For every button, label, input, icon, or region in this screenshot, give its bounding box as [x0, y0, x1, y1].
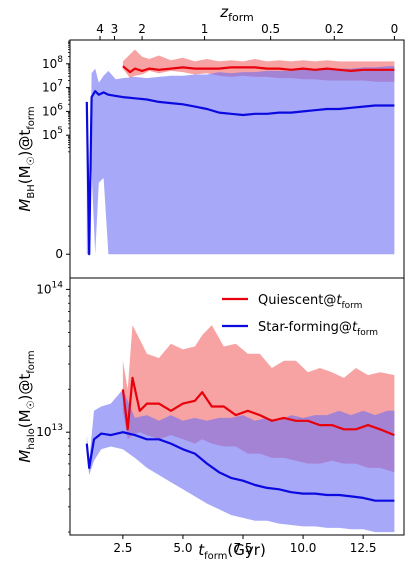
legend-text-t: t	[352, 320, 358, 335]
y-tick-exp: 8	[57, 55, 63, 65]
top-tick-label: 2	[138, 22, 146, 36]
plot-area	[85, 325, 395, 533]
top-tick-label: 3	[111, 22, 119, 36]
top-axis-label-base: z	[219, 3, 229, 21]
quiescent-legend-label: Quiescent@tform	[258, 293, 362, 311]
y-tick-exp: 6	[57, 102, 63, 112]
y-label-mid2: )@t	[16, 374, 34, 401]
x-tick-label: 12.5	[350, 541, 377, 555]
y-label-sub2: form	[26, 350, 37, 373]
x-label-base: t	[198, 541, 205, 559]
y-label-mid: (M	[16, 165, 34, 184]
top-tick-label: 0.2	[325, 22, 344, 36]
y-label-base: M	[16, 450, 34, 463]
top-tick-label: 1	[201, 22, 209, 36]
y-label-mid2: )@t	[16, 130, 34, 157]
legend-text-sub: form	[357, 328, 378, 338]
star-forming-band	[86, 66, 395, 255]
x-label-sub: form	[204, 551, 227, 562]
y-tick-base: 10	[42, 104, 57, 118]
axes-frame	[69, 277, 405, 536]
y-tick-base: 10	[42, 81, 57, 95]
quiescent-median-line	[122, 65, 395, 74]
x-tick-label: 5.0	[173, 541, 192, 555]
legend-text-t: t	[336, 293, 342, 308]
top-axis-label: zform	[219, 3, 254, 24]
y-tick-exp: 5	[57, 126, 63, 136]
y-label-sun: ☉	[26, 156, 37, 165]
y-tick-label: 1014	[36, 280, 63, 296]
legend-text-sub: form	[341, 301, 362, 311]
x-label-rest: (Gyr)	[227, 541, 265, 559]
top-axis-label-sub: form	[228, 11, 254, 24]
star-forming-median-line	[85, 90, 395, 256]
legend-text: Star-forming@	[258, 320, 352, 335]
y-tick-base: 0	[55, 247, 63, 261]
y-tick-base: 10	[36, 282, 51, 296]
y-axis-label: MBH(M☉)@tform	[16, 106, 37, 211]
y-tick-base: 10	[42, 57, 57, 71]
star-forming-median-line	[85, 431, 395, 502]
y-tick-label: 107	[42, 79, 63, 95]
star-forming-legend-label: Star-forming@tform	[258, 320, 378, 338]
x-tick-label: 10.0	[290, 541, 317, 555]
y-label-sub: BH	[26, 184, 37, 198]
y-label-sub2: form	[26, 106, 37, 129]
y-tick-label: 105	[42, 126, 63, 142]
x-axis-label: tform(Gyr)	[198, 541, 266, 562]
top-tick-label: 0.5	[261, 22, 280, 36]
top-tick-label: 4	[96, 22, 104, 36]
y-tick-exp: 13	[52, 423, 63, 433]
y-tick-label: 106	[42, 102, 63, 118]
y-tick-base: 10	[36, 425, 51, 439]
y-tick-base: 10	[42, 128, 57, 142]
y-tick-label: 0	[55, 247, 63, 261]
x-tick-label: 2.5	[113, 541, 132, 555]
top-tick-label: 0	[391, 22, 399, 36]
y-tick-label: 1013	[36, 423, 63, 439]
plot-area	[85, 49, 395, 256]
y-tick-exp: 7	[57, 79, 63, 89]
y-label-mid: (M	[16, 409, 34, 428]
y-tick-exp: 14	[52, 280, 64, 290]
y-tick-label: 108	[42, 55, 63, 71]
y-label-base: M	[16, 199, 34, 212]
quiescent-median-line	[121, 376, 395, 437]
y-axis-label: Mhalo(M☉)@tform	[16, 350, 37, 462]
y-label-sub: halo	[26, 428, 37, 449]
x-tick-label: 7.5	[233, 541, 252, 555]
y-label-sun: ☉	[26, 400, 37, 409]
legend-text: Quiescent@	[258, 293, 336, 308]
